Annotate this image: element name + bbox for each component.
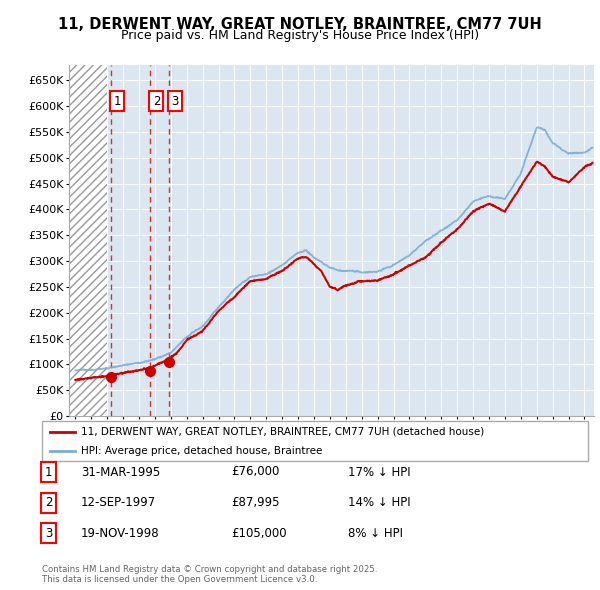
Text: 1: 1 (45, 466, 53, 478)
Text: HPI: Average price, detached house, Braintree: HPI: Average price, detached house, Brai… (82, 446, 323, 456)
Text: 1: 1 (113, 94, 121, 107)
Text: 19-NOV-1998: 19-NOV-1998 (81, 527, 160, 540)
FancyBboxPatch shape (42, 421, 588, 461)
Text: 2: 2 (152, 94, 160, 107)
Text: 14% ↓ HPI: 14% ↓ HPI (348, 496, 410, 509)
Text: 17% ↓ HPI: 17% ↓ HPI (348, 466, 410, 478)
Text: Price paid vs. HM Land Registry's House Price Index (HPI): Price paid vs. HM Land Registry's House … (121, 30, 479, 42)
Text: £87,995: £87,995 (231, 496, 280, 509)
Text: Contains HM Land Registry data © Crown copyright and database right 2025.
This d: Contains HM Land Registry data © Crown c… (42, 565, 377, 584)
Text: 3: 3 (172, 94, 179, 107)
Text: 3: 3 (45, 527, 52, 540)
Text: 11, DERWENT WAY, GREAT NOTLEY, BRAINTREE, CM77 7UH (detached house): 11, DERWENT WAY, GREAT NOTLEY, BRAINTREE… (82, 427, 485, 437)
Text: 12-SEP-1997: 12-SEP-1997 (81, 496, 156, 509)
Text: 8% ↓ HPI: 8% ↓ HPI (348, 527, 403, 540)
Text: £76,000: £76,000 (231, 466, 280, 478)
Text: 31-MAR-1995: 31-MAR-1995 (81, 466, 160, 478)
Bar (69, 65, 107, 416)
Text: 11, DERWENT WAY, GREAT NOTLEY, BRAINTREE, CM77 7UH: 11, DERWENT WAY, GREAT NOTLEY, BRAINTREE… (58, 17, 542, 31)
Text: 2: 2 (45, 496, 53, 509)
Text: £105,000: £105,000 (231, 527, 287, 540)
